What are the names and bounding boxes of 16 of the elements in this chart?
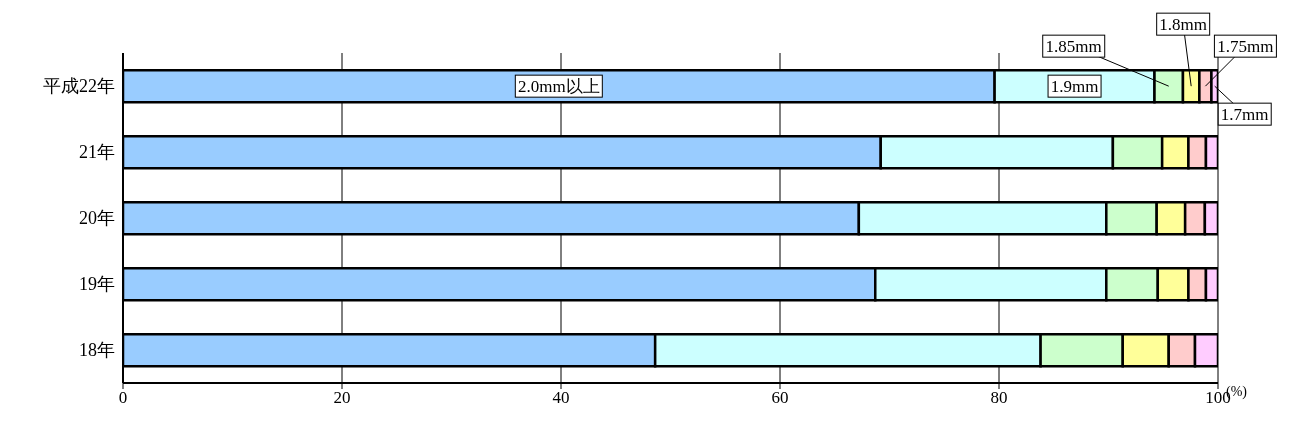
text: 1.85mm: [1045, 37, 1102, 57]
series-label: 2.0mm以上: [517, 77, 600, 97]
legend-label: 1.9mm: [1050, 77, 1099, 97]
y-tick-label: 平成22年: [43, 76, 115, 97]
y-tick-label: 21年: [79, 142, 115, 163]
y-tick-label: 18年: [79, 340, 115, 361]
x-tick-label: 20: [333, 388, 351, 408]
x-tick-label: 0: [118, 388, 128, 408]
legend-label: 1.7mm: [1220, 105, 1269, 125]
text: 1.8mm: [1159, 15, 1208, 35]
series-label: 1.75mm: [1217, 37, 1274, 57]
x-tick-label: 40: [552, 388, 570, 408]
y-tick-label: 19年: [79, 274, 115, 295]
x-tick-label: 80: [990, 388, 1008, 408]
x-tick-label: 60: [771, 388, 789, 408]
y-tick-label: 20年: [79, 208, 115, 229]
